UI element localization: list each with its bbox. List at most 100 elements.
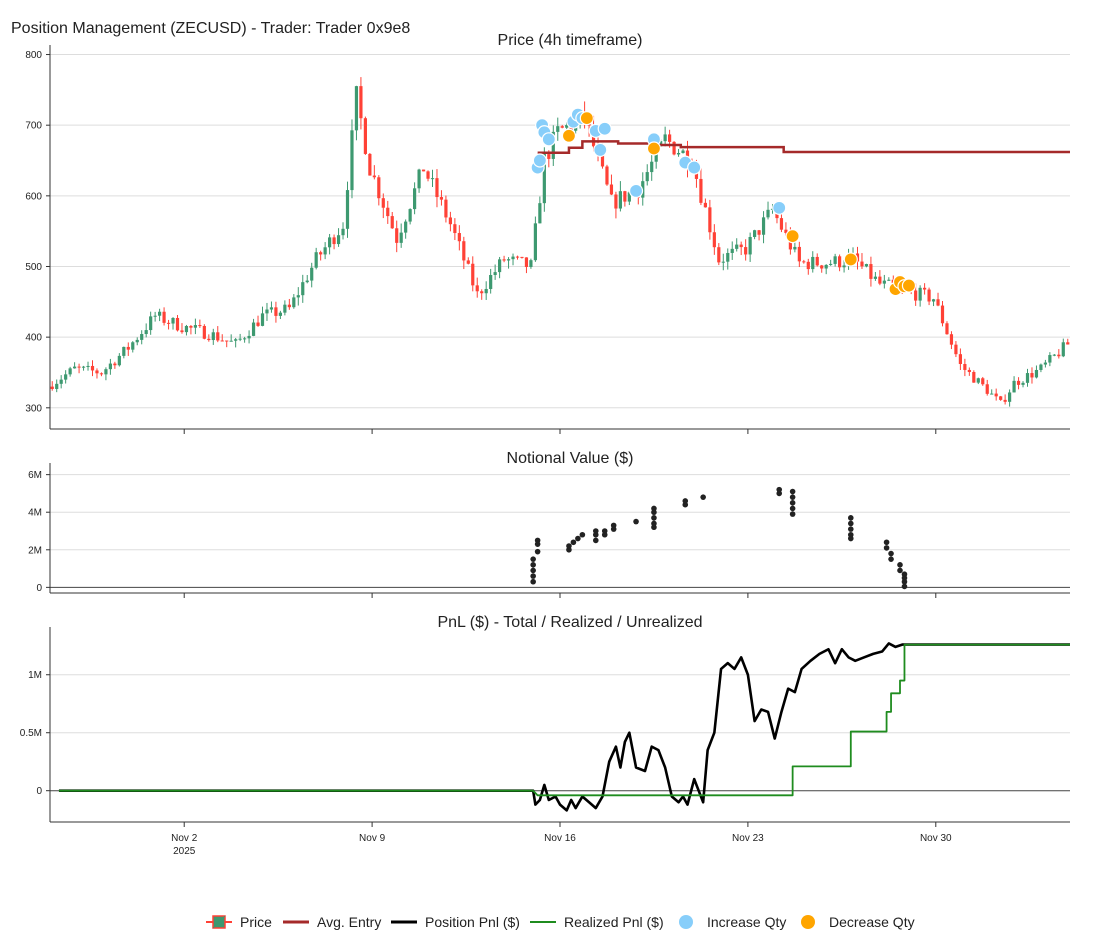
candle-up (1039, 364, 1043, 370)
candle-down (480, 291, 484, 294)
candle-up (64, 374, 68, 380)
candle-down (77, 366, 81, 368)
notional-point (847, 535, 854, 542)
candle-down (381, 198, 385, 208)
candle-up (864, 264, 869, 267)
candle-down (672, 141, 676, 155)
candle-down (963, 364, 967, 370)
candle-down (614, 194, 618, 209)
candle-down (703, 202, 707, 208)
candle-down (274, 307, 278, 316)
legend-item-increase-qty[interactable]: Increase Qty (677, 912, 786, 932)
candle-down (940, 305, 945, 324)
notional-point (897, 562, 903, 568)
candle-up (627, 192, 631, 202)
notional-point (901, 583, 908, 590)
candle-up (243, 338, 247, 340)
legend-label-avg-entry: Avg. Entry (317, 914, 382, 930)
notional-point (651, 505, 657, 512)
candle-down (860, 261, 864, 267)
candle-down (90, 365, 95, 371)
candle-up (721, 261, 725, 263)
candle-up (976, 378, 980, 383)
candle-up (529, 260, 533, 267)
notional-point (566, 543, 572, 549)
candle-up (171, 317, 175, 324)
notional-point (901, 578, 908, 585)
candle-down (368, 153, 372, 176)
candle-up (556, 126, 560, 132)
y-tick-label: 0 (36, 583, 42, 594)
notional-point (776, 486, 783, 493)
candle-down (332, 237, 336, 245)
candle-down (95, 370, 99, 374)
candle-down (994, 393, 998, 397)
x-tick-label: Nov 30 (920, 833, 952, 844)
candle-down (815, 256, 819, 266)
candle-up (135, 339, 139, 343)
candle-down (923, 287, 927, 290)
position-pnl-line (58, 642, 1070, 812)
notional-point (534, 548, 541, 555)
notional-point (883, 545, 890, 551)
candle-down (694, 169, 699, 179)
candle-down (439, 197, 444, 200)
candle-up (86, 365, 90, 367)
candle-down (927, 289, 931, 302)
candle-down (395, 228, 399, 243)
line-icon (530, 921, 556, 923)
candle-up (350, 130, 354, 191)
candle-up (829, 263, 833, 265)
candle-down (502, 259, 506, 261)
candle-up (811, 256, 815, 270)
candle-down (560, 126, 564, 128)
line-icon (391, 920, 417, 924)
candle-down (421, 169, 426, 172)
y-tick-label: 300 (25, 403, 42, 414)
candle-down (390, 216, 394, 229)
candle-up (73, 366, 77, 369)
candles (50, 77, 1070, 407)
panel-title: Price (4h timeframe) (498, 32, 643, 49)
notional-point (789, 494, 796, 500)
candle-up (229, 340, 233, 342)
candle-up (131, 342, 135, 350)
legend-item-realized-pnl[interactable]: Realized Pnl ($) (530, 912, 664, 932)
legend-label-position-pnl: Position Pnl ($) (425, 914, 520, 930)
candle-up (833, 256, 837, 264)
candle-down (708, 207, 712, 233)
legend-item-position-pnl[interactable]: Position Pnl ($) (391, 912, 520, 932)
candle-up (144, 330, 148, 335)
candle-up (793, 246, 797, 250)
candle-down (985, 384, 989, 394)
legend-item-avg-entry[interactable]: Avg. Entry (283, 912, 381, 932)
candle-down (180, 330, 184, 333)
candle-up (882, 280, 886, 284)
decrease-qty-marker (843, 252, 858, 267)
legend-label-increase-qty: Increase Qty (707, 914, 787, 930)
increase-qty-marker (532, 153, 547, 168)
candle-up (296, 295, 300, 298)
candle-down (838, 256, 842, 268)
candle-down (981, 378, 985, 385)
candle-up (292, 297, 296, 308)
candle-down (779, 218, 784, 230)
candle-down (372, 175, 376, 178)
candle-up (55, 383, 59, 389)
candle-down (999, 396, 1003, 400)
notional-point (682, 498, 689, 504)
legend-item-price[interactable]: Price (206, 912, 272, 932)
candle-up (1021, 382, 1025, 385)
candle-down (189, 325, 193, 328)
notional-point (789, 505, 796, 512)
legend-item-decrease-qty[interactable]: Decrease Qty (799, 912, 915, 932)
x-tick-label: Nov 23 (732, 833, 764, 844)
candle-down (1057, 354, 1061, 357)
candle-down (256, 322, 260, 326)
candle-up (663, 134, 667, 142)
candle-up (533, 223, 537, 261)
candle-down (386, 207, 390, 217)
candle-up (753, 230, 757, 237)
increase-qty-marker (593, 142, 608, 158)
candle-down (99, 373, 104, 375)
